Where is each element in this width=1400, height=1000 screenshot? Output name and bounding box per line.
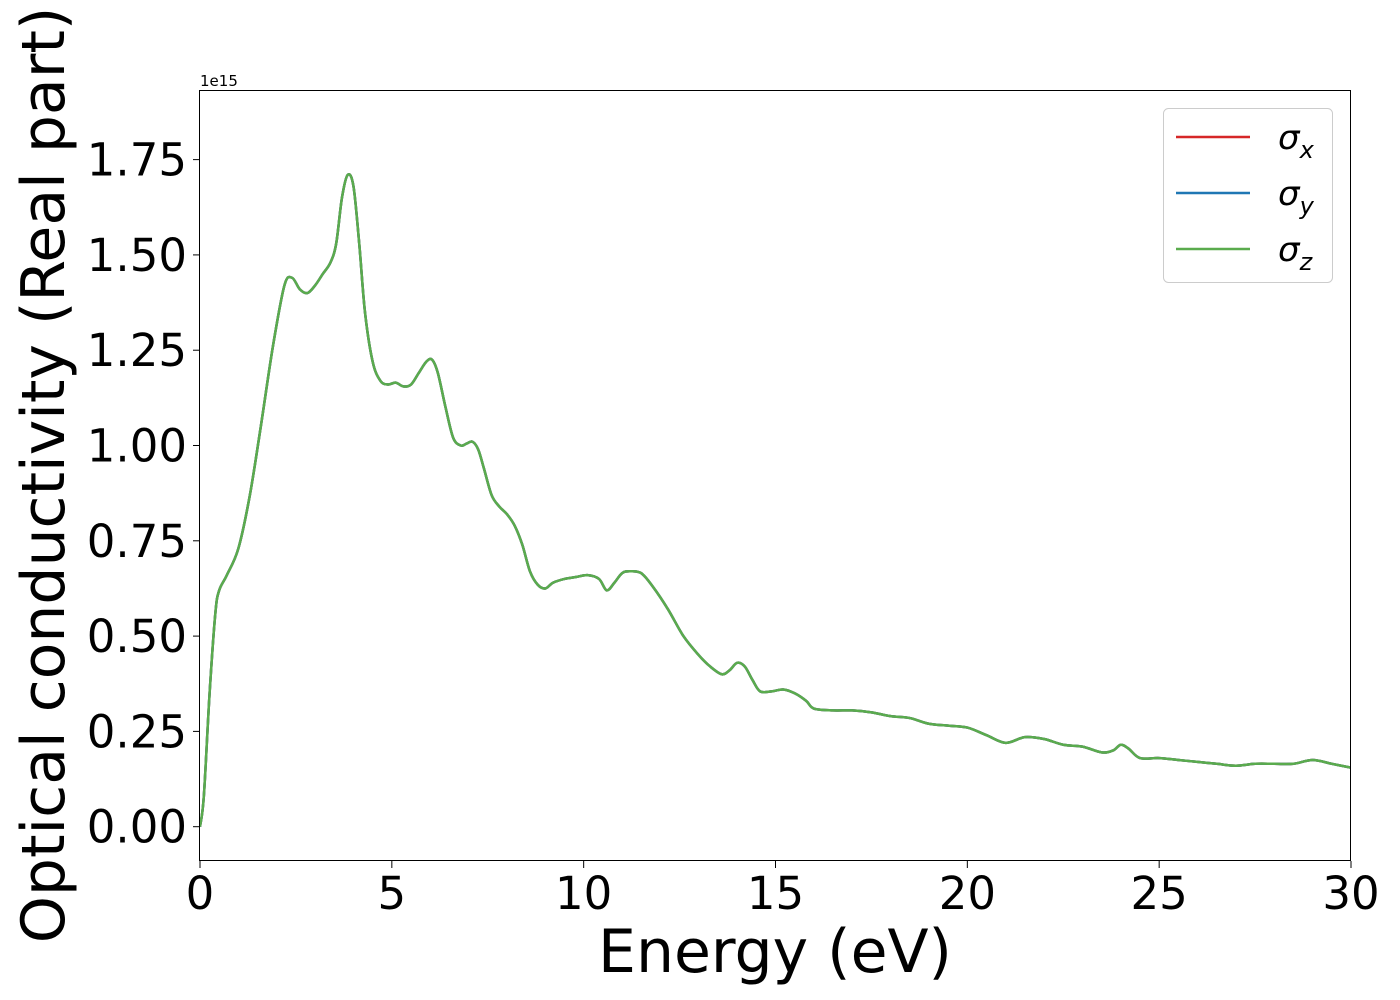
y-tick-label: 1.00: [87, 420, 187, 473]
x-tick-label: 5: [378, 867, 407, 920]
y-tick-label: 1.75: [87, 134, 187, 187]
x-axis-label: Energy (eV): [598, 917, 952, 987]
x-tick-label: 30: [1322, 867, 1379, 920]
y-axis-label: Optical conductivity (Real part): [9, 7, 79, 944]
x-tick-label: 20: [939, 867, 996, 920]
plot-area-frame: [199, 90, 1351, 861]
x-tick-label: 25: [1131, 867, 1188, 920]
legend-label: σz: [1278, 230, 1314, 276]
x-axis-ticks: 0 5 10 15 20 25 30: [186, 861, 1380, 920]
y-offset-label: 1e15: [200, 72, 238, 90]
series-line-z: [200, 172, 1351, 827]
legend-label: σy: [1278, 174, 1315, 220]
legend-label: σx: [1278, 118, 1315, 164]
y-tick-label: 0.50: [87, 610, 187, 663]
x-tick-label: 10: [555, 867, 612, 920]
legend-box: [1163, 108, 1333, 283]
legend: σx σy σz: [1163, 108, 1333, 283]
x-tick-label: 15: [747, 867, 804, 920]
y-tick-label: 0.75: [87, 515, 187, 568]
series-layer: [200, 172, 1351, 827]
x-tick-label: 0: [186, 867, 215, 920]
y-tick-label: 1.25: [87, 324, 187, 377]
legend-items: σx σy σz: [1176, 118, 1315, 276]
y-tick-label: 1.50: [87, 229, 187, 282]
y-tick-label: 0.25: [87, 705, 187, 758]
y-axis-ticks: 0.00 0.25 0.50 0.75 1.00 1.25 1.50 1.75: [87, 134, 200, 854]
y-tick-label: 0.00: [87, 801, 187, 854]
